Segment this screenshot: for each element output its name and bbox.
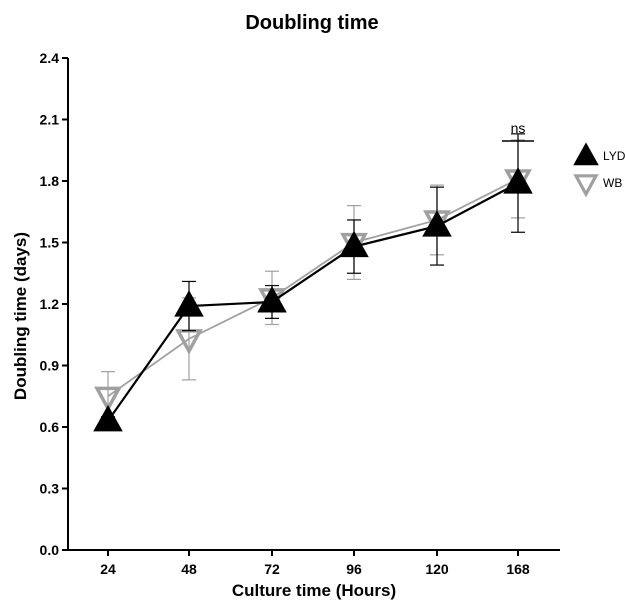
y-tick-label: 1.2 (40, 296, 60, 312)
x-tick-label: 48 (181, 561, 197, 577)
x-tick-label: 120 (425, 561, 449, 577)
y-axis-ticks: 0.0 0.3 0.6 0.9 1.2 1.5 1.8 2.1 2.4 (40, 50, 68, 558)
x-tick-label: 24 (100, 561, 116, 577)
data-point (503, 167, 533, 194)
data-point (175, 329, 203, 355)
y-tick-label: 2.4 (40, 50, 60, 66)
data-point (257, 286, 287, 313)
y-tick-label: 1.8 (40, 173, 60, 189)
axes (67, 58, 560, 551)
x-tick-label: 96 (346, 561, 362, 577)
x-tick-label: 168 (506, 561, 530, 577)
series-lyd (93, 133, 533, 432)
x-tick-label: 72 (264, 561, 280, 577)
y-tick-label: 0.6 (40, 419, 60, 435)
data-point (93, 404, 123, 432)
data-point (174, 290, 204, 317)
y-tick-label: 0.3 (40, 481, 60, 497)
x-axis-ticks: 24 48 72 96 120 168 (100, 550, 530, 577)
legend-marker-lyd (573, 142, 599, 166)
x-axis-label: Culture time (Hours) (232, 581, 396, 600)
legend-label-wb: WB (603, 176, 622, 190)
series-line (107, 182, 519, 422)
y-tick-label: 0.9 (40, 358, 60, 374)
y-tick-label: 0.0 (40, 542, 60, 558)
legend-label-lyd: LYD (603, 149, 625, 163)
data-point (94, 386, 122, 413)
y-axis-label: Doubling time (days) (11, 232, 30, 400)
significance-label: ns (511, 120, 526, 136)
y-tick-label: 2.1 (40, 112, 60, 128)
annotation-layer: ns (502, 120, 534, 142)
data-point (422, 210, 452, 237)
series-layer (93, 133, 533, 432)
legend-marker-wb (573, 174, 599, 198)
chart-title: Doubling time (245, 12, 378, 34)
y-tick-label: 1.5 (40, 235, 60, 251)
series-wb (94, 139, 532, 422)
legend: LYD WB (573, 142, 625, 198)
data-point (339, 230, 369, 258)
series-line (107, 178, 519, 397)
